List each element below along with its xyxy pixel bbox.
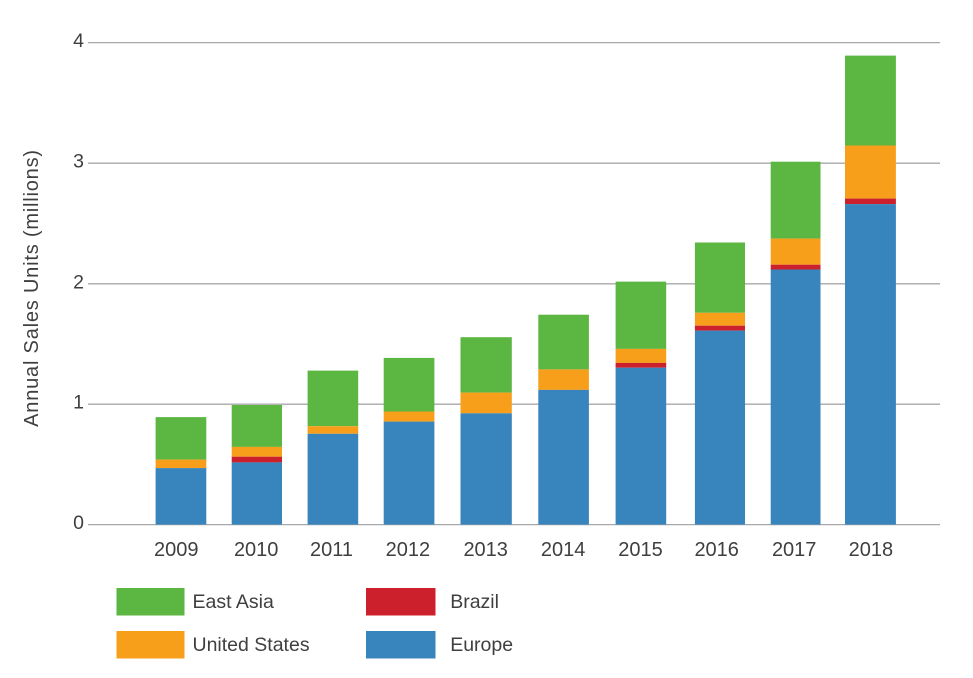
svg-text:2017: 2017 xyxy=(772,539,817,561)
svg-text:2016: 2016 xyxy=(694,539,739,561)
svg-text:0: 0 xyxy=(73,512,84,534)
svg-text:United States: United States xyxy=(193,634,310,656)
svg-text:4: 4 xyxy=(73,30,84,52)
svg-text:2: 2 xyxy=(73,271,84,293)
svg-text:Europe: Europe xyxy=(450,634,513,656)
svg-text:3: 3 xyxy=(73,151,84,173)
svg-text:1: 1 xyxy=(73,392,84,414)
svg-text:East Asia: East Asia xyxy=(193,591,274,613)
svg-text:2013: 2013 xyxy=(463,539,508,561)
svg-text:2011: 2011 xyxy=(310,539,353,561)
svg-text:2012: 2012 xyxy=(386,539,431,561)
svg-text:Annual Sales Units (millions): Annual Sales Units (millions) xyxy=(21,149,43,427)
svg-text:2018: 2018 xyxy=(849,539,894,561)
svg-text:2014: 2014 xyxy=(541,539,586,561)
svg-text:2010: 2010 xyxy=(234,539,279,561)
svg-text:Brazil: Brazil xyxy=(450,591,499,613)
svg-text:2015: 2015 xyxy=(618,539,663,561)
svg-text:2009: 2009 xyxy=(154,539,199,561)
